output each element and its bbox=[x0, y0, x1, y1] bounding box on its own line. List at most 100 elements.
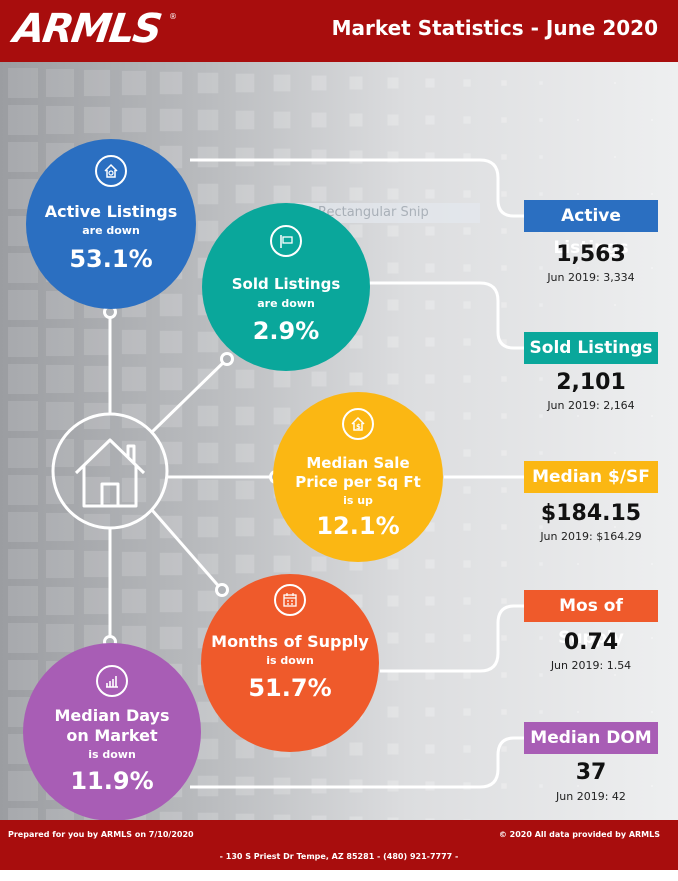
bg-square bbox=[651, 711, 653, 713]
bg-square bbox=[349, 742, 363, 756]
bg-square bbox=[539, 118, 543, 122]
sold-listings-circle: Sold Listings are down 2.9% bbox=[202, 203, 370, 371]
bg-square bbox=[425, 263, 435, 273]
bg-square bbox=[614, 526, 616, 528]
bg-square bbox=[387, 558, 399, 570]
bg-square bbox=[501, 413, 507, 419]
bg-square bbox=[387, 373, 399, 385]
bg-square bbox=[463, 153, 471, 161]
bg-square bbox=[273, 185, 291, 203]
bg-square bbox=[159, 367, 183, 391]
stat-label-dom: Median DOM bbox=[524, 722, 658, 754]
stat-value-sold: 2,101 bbox=[556, 370, 626, 395]
bg-square bbox=[121, 477, 147, 503]
bg-square bbox=[614, 452, 616, 454]
sold-sign-icon bbox=[270, 225, 302, 257]
bg-square bbox=[463, 486, 471, 494]
bg-square bbox=[463, 79, 471, 87]
bg-square bbox=[463, 412, 471, 420]
bg-square bbox=[501, 783, 507, 789]
bg-square bbox=[235, 110, 255, 130]
bg-square bbox=[501, 524, 507, 530]
sold-sub: are down bbox=[257, 297, 315, 310]
bg-square bbox=[387, 114, 399, 126]
bg-square bbox=[197, 516, 219, 538]
bg-square bbox=[83, 476, 111, 504]
bg-square bbox=[425, 633, 435, 643]
bg-square bbox=[425, 596, 435, 606]
bg-square bbox=[45, 327, 75, 357]
price-sub: is up bbox=[343, 494, 373, 507]
bg-square bbox=[387, 262, 399, 274]
bg-square bbox=[45, 401, 75, 431]
bg-square bbox=[463, 597, 471, 605]
footer-bar: Prepared for you by ARMLS on 7/10/2020 ©… bbox=[0, 820, 678, 870]
active-listings-circle: Active Listings are down 53.1% bbox=[26, 139, 196, 309]
bg-square bbox=[463, 560, 471, 568]
bg-square bbox=[235, 73, 255, 93]
bg-square bbox=[235, 406, 255, 426]
bg-square bbox=[235, 147, 255, 167]
bg-square bbox=[8, 512, 38, 542]
bg-square bbox=[501, 80, 507, 86]
bg-square bbox=[8, 771, 38, 801]
bg-square bbox=[197, 590, 219, 612]
bar-chart-icon bbox=[96, 665, 128, 697]
bg-square bbox=[539, 81, 543, 85]
bg-square bbox=[159, 552, 183, 576]
bg-square bbox=[651, 193, 653, 195]
bg-square bbox=[501, 265, 507, 271]
bg-square bbox=[614, 304, 616, 306]
bg-square bbox=[311, 556, 327, 572]
stat-prior-price: Jun 2019: $164.29 bbox=[540, 530, 642, 543]
bg-square bbox=[387, 595, 399, 607]
house-search-icon bbox=[95, 155, 127, 187]
bg-square bbox=[349, 372, 363, 386]
bg-square bbox=[45, 512, 75, 542]
dom-title-2: on Market bbox=[66, 726, 158, 745]
stat-label-supply: Mos of Supply bbox=[524, 590, 658, 648]
bg-square bbox=[349, 816, 363, 820]
sold-title: Sold Listings bbox=[231, 275, 341, 293]
bg-square bbox=[121, 107, 147, 133]
bg-square bbox=[577, 193, 579, 195]
bg-square bbox=[425, 115, 435, 125]
bg-square bbox=[8, 623, 38, 653]
bg-square bbox=[651, 119, 653, 121]
stat-prior-active: Jun 2019: 3,334 bbox=[547, 271, 635, 284]
bg-square bbox=[463, 819, 471, 820]
bg-square bbox=[349, 187, 363, 201]
bg-square bbox=[425, 670, 435, 680]
bg-square bbox=[539, 451, 543, 455]
bg-square bbox=[273, 407, 291, 425]
bg-square bbox=[45, 68, 75, 98]
bg-square bbox=[387, 817, 399, 820]
bg-square bbox=[425, 300, 435, 310]
bg-square bbox=[387, 299, 399, 311]
bg-square bbox=[539, 562, 543, 566]
bg-square bbox=[197, 738, 219, 760]
sold-pct: 2.9% bbox=[252, 317, 320, 345]
bg-square bbox=[45, 808, 75, 820]
bg-square bbox=[425, 707, 435, 717]
bg-square bbox=[425, 374, 435, 384]
bg-square bbox=[159, 515, 183, 539]
bg-square bbox=[273, 111, 291, 129]
bg-square bbox=[197, 479, 219, 501]
bg-square bbox=[463, 227, 471, 235]
bg-square bbox=[651, 637, 653, 639]
supply-title: Months of Supply bbox=[211, 632, 369, 651]
bg-square bbox=[387, 743, 399, 755]
stat-label-price: Median $/SF bbox=[524, 461, 658, 493]
bg-square bbox=[83, 328, 111, 356]
stat-label-sold: Sold Listings bbox=[524, 332, 658, 364]
bg-square bbox=[159, 404, 183, 428]
bg-square bbox=[8, 438, 38, 468]
house-icon bbox=[74, 438, 146, 508]
bg-square bbox=[197, 72, 219, 94]
dom-sub: is down bbox=[88, 748, 136, 761]
bg-square bbox=[311, 112, 327, 128]
bg-square bbox=[501, 450, 507, 456]
bg-square bbox=[159, 108, 183, 132]
bg-square bbox=[539, 377, 543, 381]
